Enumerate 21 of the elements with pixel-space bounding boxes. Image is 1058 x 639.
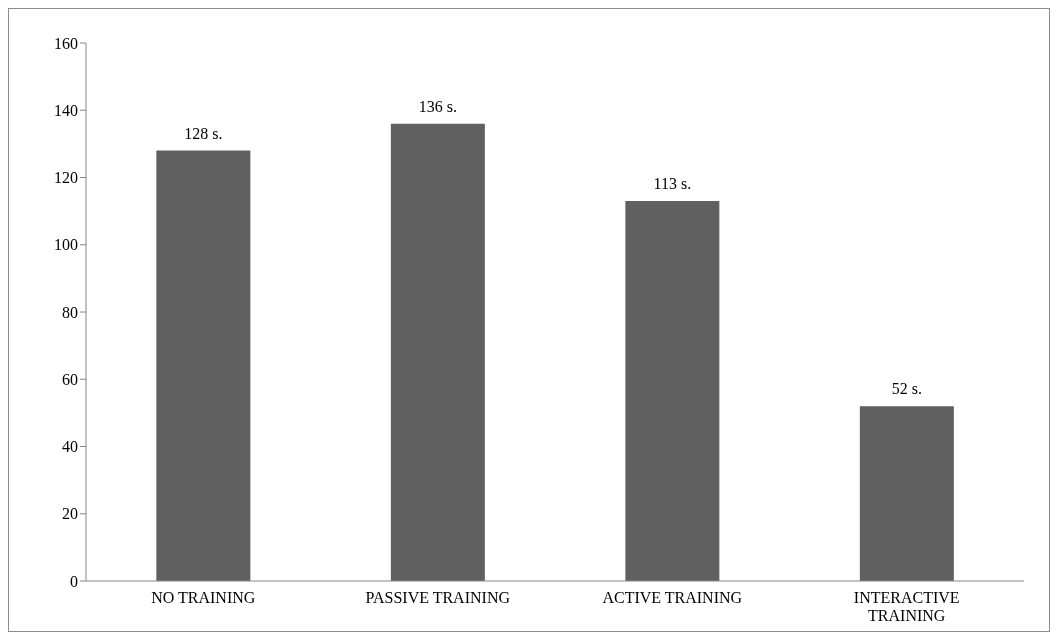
x-tick-label: INTERACTIVE TRAINING [853, 589, 960, 624]
data-label: 113 s. [653, 175, 692, 193]
bar [625, 201, 720, 581]
x-tick-label: NO TRAINING [151, 589, 256, 606]
bar [390, 123, 485, 581]
y-tick-label: 100 [54, 236, 78, 254]
y-tick-label: 40 [62, 438, 78, 456]
y-tick-label: 80 [62, 303, 78, 321]
data-label: 128 s. [184, 124, 223, 142]
y-tick-label: 0 [70, 572, 78, 590]
y-tick-label: 160 [54, 34, 78, 52]
y-tick-label: 20 [62, 505, 78, 523]
y-tick-label: 60 [62, 370, 78, 388]
data-label: 52 s. [891, 380, 922, 398]
x-tick-label: ACTIVE TRAINING [602, 589, 743, 606]
bar [859, 406, 954, 581]
bar [156, 150, 251, 581]
y-tick-label: 120 [54, 169, 78, 187]
x-tick-label: PASSIVE TRAINING [365, 589, 511, 606]
data-label: 136 s. [418, 97, 457, 115]
y-tick-label: 140 [54, 101, 78, 119]
